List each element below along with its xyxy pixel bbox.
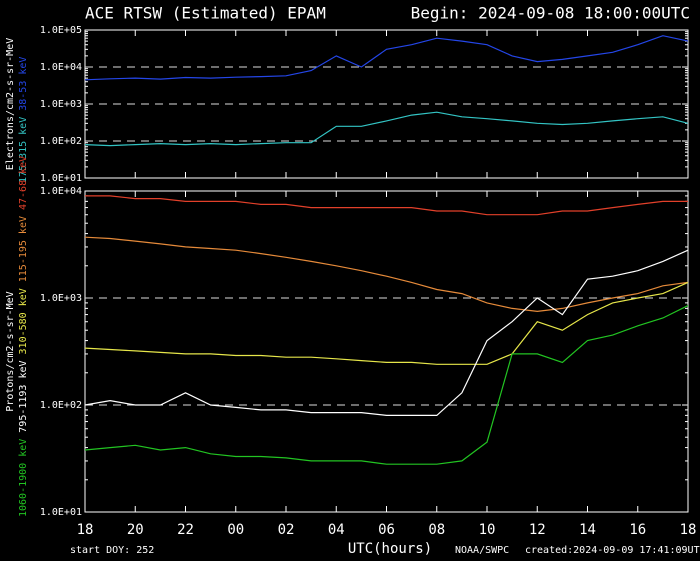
y-axis-label: Protons/cm2-s-sr-MeV xyxy=(5,291,16,411)
series-line xyxy=(84,249,689,416)
x-tick-label: 18 xyxy=(77,522,94,538)
x-tick-label: 02 xyxy=(278,522,295,538)
legend-entry: 310-580 keV xyxy=(18,288,29,354)
series-labels: 175-315 keV 38-53 keV xyxy=(18,57,29,183)
chart-title: ACE RTSW (Estimated) EPAM xyxy=(85,4,326,23)
y-tick-label: 1.0E+02 xyxy=(40,400,82,411)
y-tick-label: 1.0E+05 xyxy=(40,25,82,36)
series-line xyxy=(84,35,689,81)
series-line xyxy=(84,111,689,147)
x-tick-label: 04 xyxy=(328,522,345,538)
y-tick-label: 1.0E+01 xyxy=(40,507,82,518)
x-axis-label: UTC(hours) xyxy=(348,541,432,557)
x-tick-label: 22 xyxy=(177,522,194,538)
y-tick-label: 1.0E+03 xyxy=(40,293,82,304)
y-tick-label: 1.0E+03 xyxy=(40,99,82,110)
y-tick-label: 1.0E+01 xyxy=(40,173,82,184)
x-tick-label: 20 xyxy=(127,522,144,538)
legend-entry: 795-1193 keV xyxy=(18,360,29,432)
x-tick-label: 08 xyxy=(428,522,445,538)
x-tick-label: 10 xyxy=(479,522,496,538)
legend-entry: 1060-1900 keV xyxy=(18,439,29,517)
start-doy: start DOY: 252 xyxy=(70,545,154,556)
legend-entry: 38-53 keV xyxy=(18,57,29,111)
y-tick-label: 1.0E+04 xyxy=(40,186,82,197)
x-tick-label: 18 xyxy=(680,522,697,538)
legend-entry: 175-315 keV xyxy=(18,117,29,183)
source: NOAA/SWPC xyxy=(455,545,509,556)
x-tick-label: 06 xyxy=(378,522,395,538)
series-line xyxy=(84,281,689,365)
y-tick-label: 1.0E+02 xyxy=(40,136,82,147)
x-tick-label: 14 xyxy=(579,522,596,538)
series-line xyxy=(84,236,689,313)
x-tick-label: 16 xyxy=(629,522,646,538)
x-tick-label: 12 xyxy=(529,522,546,538)
y-axis-label: Electrons/cm2-s-sr-MeV xyxy=(5,38,16,170)
begin-time: Begin: 2024-09-08 18:00:00UTC xyxy=(411,4,690,23)
legend-entry: 115-195 keV xyxy=(18,216,29,282)
x-tick-label: 00 xyxy=(227,522,244,538)
legend-entry: 47-68 keV xyxy=(18,156,29,210)
series-line xyxy=(85,195,688,216)
y-tick-label: 1.0E+04 xyxy=(40,62,82,73)
created: created:2024-09-09 17:41:09UTC xyxy=(525,545,700,556)
series-line xyxy=(84,305,689,465)
series-labels: 1060-1900 keV 795-1193 keV 310-580 keV 115-… xyxy=(18,156,29,517)
